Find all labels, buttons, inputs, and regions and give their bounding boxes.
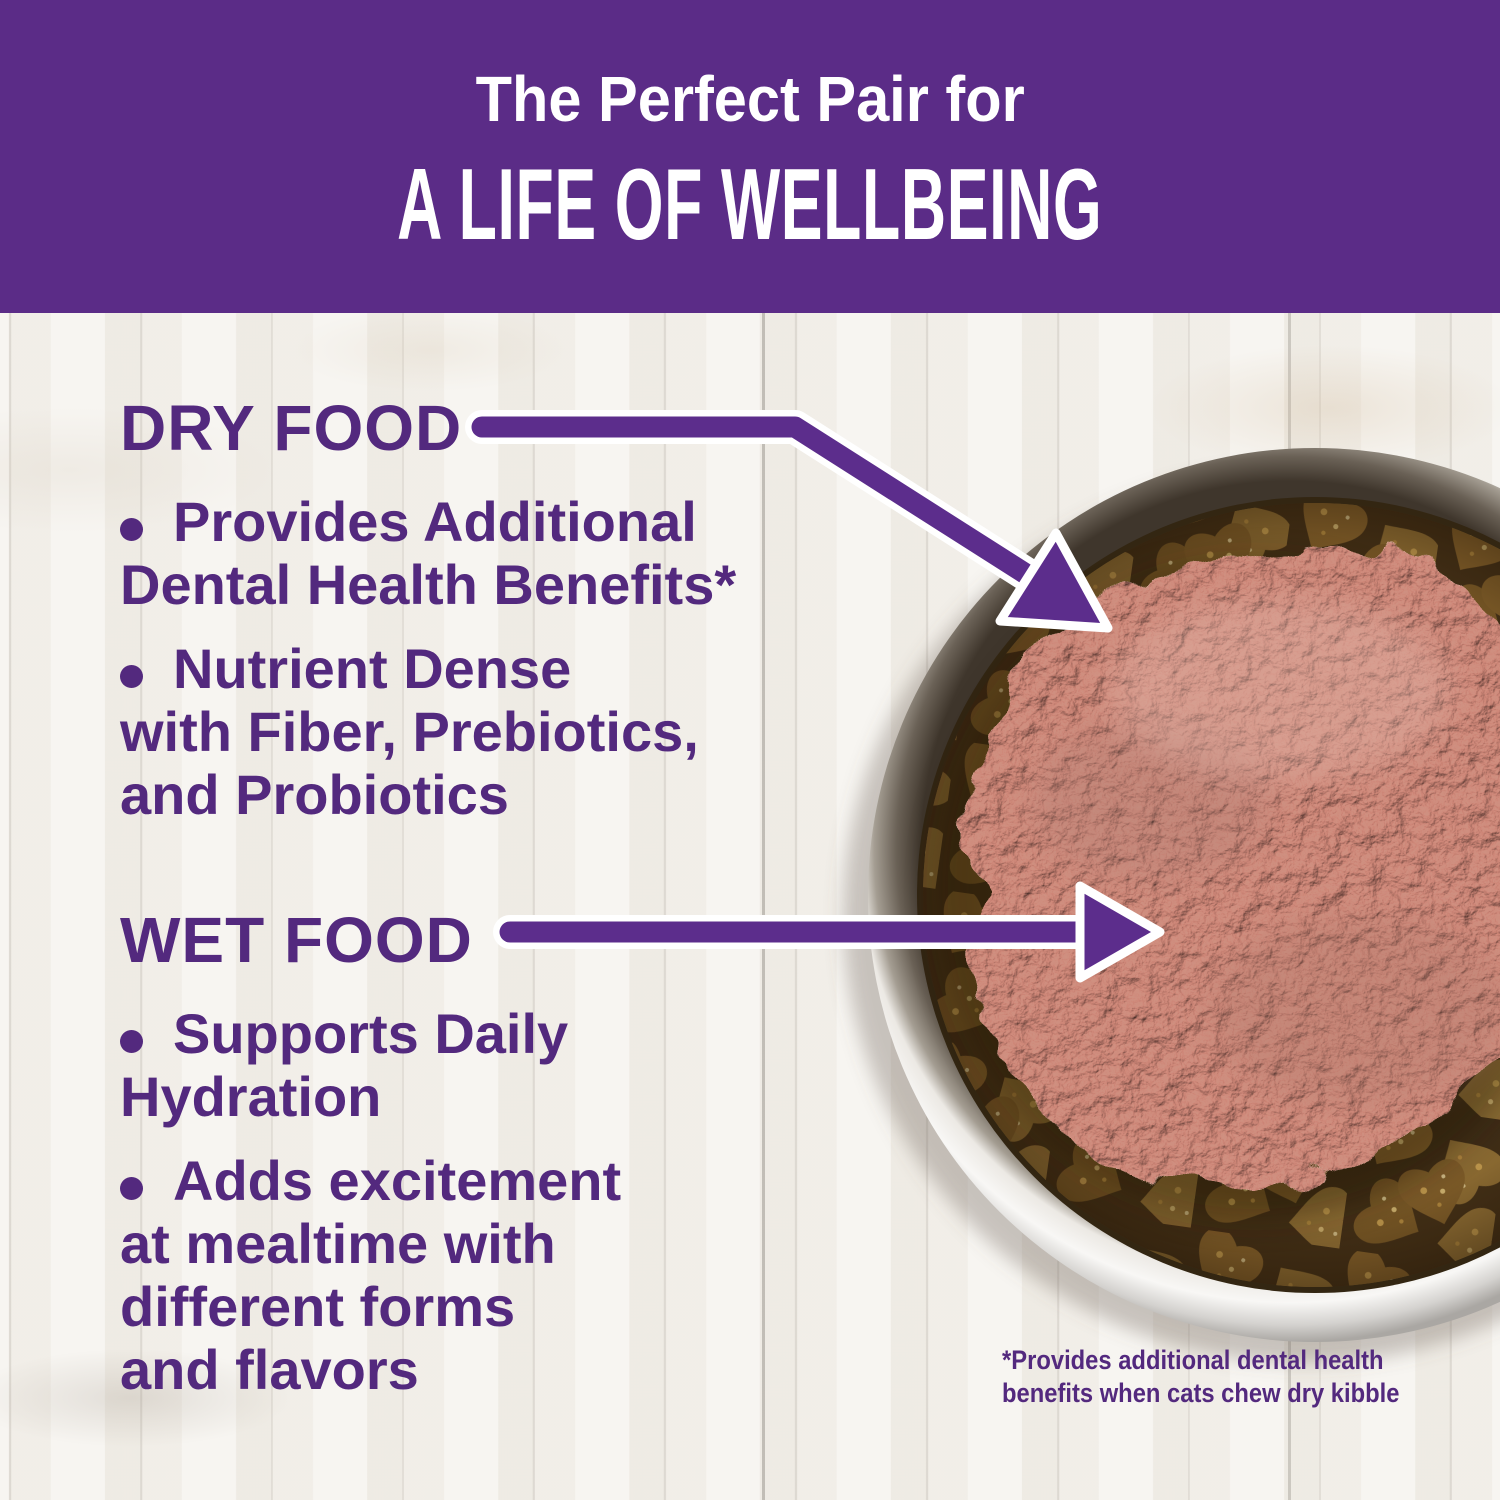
bullet-dot-icon (120, 1177, 143, 1200)
wet-food-section: WET FOOD Supports Daily Hydration Adds e… (120, 908, 900, 1401)
wet-food-heading: WET FOOD (120, 904, 473, 976)
bullet-dot-icon (120, 1030, 143, 1053)
bullet-dot-icon (120, 665, 143, 688)
bullet-text: Supports Daily Hydration (120, 1002, 569, 1128)
bullet-text: Provides Additional Dental Health Benefi… (120, 490, 737, 616)
wet-food-arrow-icon (493, 881, 1165, 983)
bullet-text: Adds excitement at mealtime with differe… (120, 1149, 622, 1401)
food-bowl-image (843, 448, 1500, 1363)
dry-bullet-item: Provides Additional Dental Health Benefi… (120, 490, 900, 616)
dry-food-heading: DRY FOOD (120, 392, 463, 464)
dry-food-section: DRY FOOD Provides Additional Dental Heal… (120, 396, 900, 826)
header-title: A LIFE OF WELLBEING (397, 149, 1103, 262)
wet-bullet-item: Adds excitement at mealtime with differe… (120, 1149, 900, 1401)
header-subtitle: The Perfect Pair for (475, 63, 1025, 135)
dry-bullet-item: Nutrient Dense with Fiber, Prebiotics, a… (120, 637, 900, 826)
bullet-dot-icon (120, 518, 143, 541)
footnote: *Provides additional dental health benef… (1002, 1345, 1400, 1408)
bullet-text: Nutrient Dense with Fiber, Prebiotics, a… (120, 637, 699, 826)
dry-food-arrow-icon (465, 410, 1113, 633)
wet-bullet-item: Supports Daily Hydration (120, 1002, 900, 1128)
header-banner: The Perfect Pair for A LIFE OF WELLBEING (0, 0, 1500, 313)
